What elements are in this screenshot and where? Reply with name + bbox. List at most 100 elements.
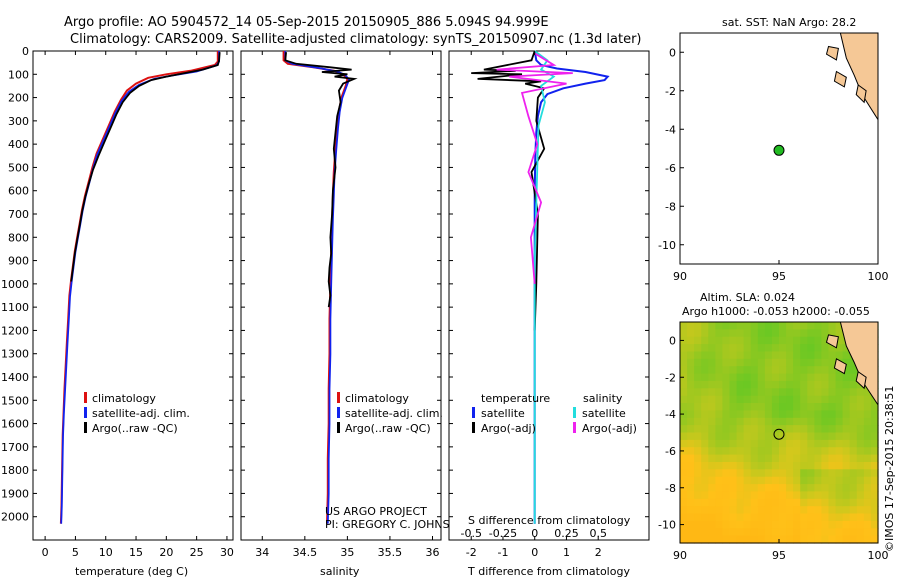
sla-cell bbox=[842, 425, 851, 434]
sla-cell bbox=[842, 454, 851, 463]
sla-cell bbox=[814, 506, 823, 515]
sla-cell bbox=[807, 506, 815, 515]
sla-cell bbox=[694, 329, 702, 338]
sla-cell bbox=[821, 388, 830, 397]
sla-cell bbox=[708, 484, 716, 493]
sla-cell bbox=[687, 329, 695, 338]
sla-cell bbox=[807, 520, 815, 529]
sla-cell bbox=[828, 520, 837, 529]
sla-cell bbox=[870, 528, 879, 537]
y-tick-label: 1900 bbox=[1, 487, 29, 500]
sla-cell bbox=[793, 344, 801, 353]
sla-cell bbox=[715, 491, 724, 500]
header-line2: Climatology: CARS2009. Satellite-adjuste… bbox=[70, 32, 642, 47]
sla-cell bbox=[863, 403, 872, 411]
sla-cell bbox=[757, 366, 766, 375]
sla-cell bbox=[828, 432, 837, 441]
sla-cell bbox=[779, 351, 787, 360]
y-tick-label: -6 bbox=[665, 162, 676, 175]
sla-cell bbox=[701, 417, 709, 426]
sla-cell bbox=[680, 417, 688, 426]
sla-cell bbox=[786, 358, 794, 367]
sla-cell bbox=[680, 344, 688, 353]
sla-cell bbox=[779, 388, 787, 397]
sla-cell bbox=[814, 462, 823, 470]
sla-cell bbox=[708, 469, 716, 478]
sla-cell bbox=[708, 506, 716, 515]
sla-cell bbox=[743, 528, 752, 537]
sla-cell bbox=[708, 454, 716, 463]
sla-cell bbox=[779, 439, 787, 448]
sla-cell bbox=[821, 403, 830, 411]
sla-cell bbox=[800, 528, 808, 537]
sla-cell bbox=[793, 322, 801, 330]
sla-cell bbox=[764, 462, 773, 470]
sla-cell bbox=[715, 403, 724, 411]
sla-cell bbox=[786, 535, 794, 544]
difference-xlabel-top: S difference from climatology bbox=[468, 514, 631, 527]
sla-cell bbox=[708, 425, 716, 434]
sla-cell bbox=[701, 439, 709, 448]
sla-cell bbox=[870, 535, 879, 544]
sla-cell bbox=[764, 513, 773, 522]
sla-cell bbox=[743, 454, 752, 463]
sla-cell bbox=[771, 366, 780, 375]
sla-cell bbox=[779, 410, 787, 419]
sla-cell bbox=[856, 520, 865, 529]
sla-cell bbox=[821, 439, 830, 448]
sla-cell bbox=[680, 454, 688, 463]
island-0 bbox=[825, 45, 839, 61]
sla-cell bbox=[736, 380, 745, 389]
sla-cell bbox=[771, 469, 780, 478]
sla-cell bbox=[800, 513, 808, 522]
sla-cell bbox=[807, 439, 815, 448]
sla-cell bbox=[743, 322, 752, 330]
sla-cell bbox=[800, 380, 808, 389]
sla-cell bbox=[849, 432, 858, 441]
sla-cell bbox=[870, 447, 879, 456]
sla-cell bbox=[722, 439, 731, 448]
sla-cell bbox=[757, 439, 766, 448]
sla-cell bbox=[856, 439, 865, 448]
sla-cell bbox=[771, 498, 780, 507]
sla-cell bbox=[694, 462, 702, 470]
sla-cell bbox=[786, 454, 794, 463]
sla-cell bbox=[708, 528, 716, 537]
x-top-tick-label: -0.25 bbox=[489, 527, 517, 540]
sla-cell bbox=[835, 476, 844, 485]
sla-cell bbox=[821, 358, 830, 367]
sla-cell bbox=[828, 410, 837, 419]
sla-cell bbox=[779, 380, 787, 389]
argo-float-marker bbox=[773, 144, 785, 156]
sla-cell bbox=[870, 484, 879, 493]
sla-cell bbox=[779, 432, 787, 441]
sla-cell bbox=[870, 476, 879, 485]
sla-cell bbox=[800, 388, 808, 397]
sla-cell bbox=[743, 410, 752, 419]
sla-cell bbox=[722, 351, 731, 360]
legend-swatch-satellite bbox=[84, 407, 87, 418]
sla-cell bbox=[779, 417, 787, 426]
sla-cell bbox=[842, 388, 851, 397]
sla-cell bbox=[786, 388, 794, 397]
sla-cell bbox=[694, 506, 702, 515]
sla-cell bbox=[793, 513, 801, 522]
sla-cell bbox=[722, 425, 731, 434]
sla-cell bbox=[842, 344, 851, 353]
sla-cell bbox=[764, 491, 773, 500]
sla-cell bbox=[736, 520, 745, 529]
sla-cell bbox=[849, 528, 858, 537]
sla-cell bbox=[743, 344, 752, 353]
sla-cell bbox=[729, 439, 738, 448]
sla-cell bbox=[757, 528, 766, 537]
sla-cell bbox=[856, 528, 865, 537]
sla-cell bbox=[736, 344, 745, 353]
y-tick-label: 0 bbox=[669, 334, 676, 347]
sla-cell bbox=[708, 491, 716, 500]
sst-map-panel: sat. SST: NaN Argo: 28.2 90 95 100 0 -2 -4 -6 -… bbox=[658, 16, 888, 283]
sla-cell bbox=[779, 447, 787, 456]
sla-cell bbox=[750, 513, 759, 522]
sla-cell bbox=[800, 484, 808, 493]
sla-cell bbox=[694, 388, 702, 397]
